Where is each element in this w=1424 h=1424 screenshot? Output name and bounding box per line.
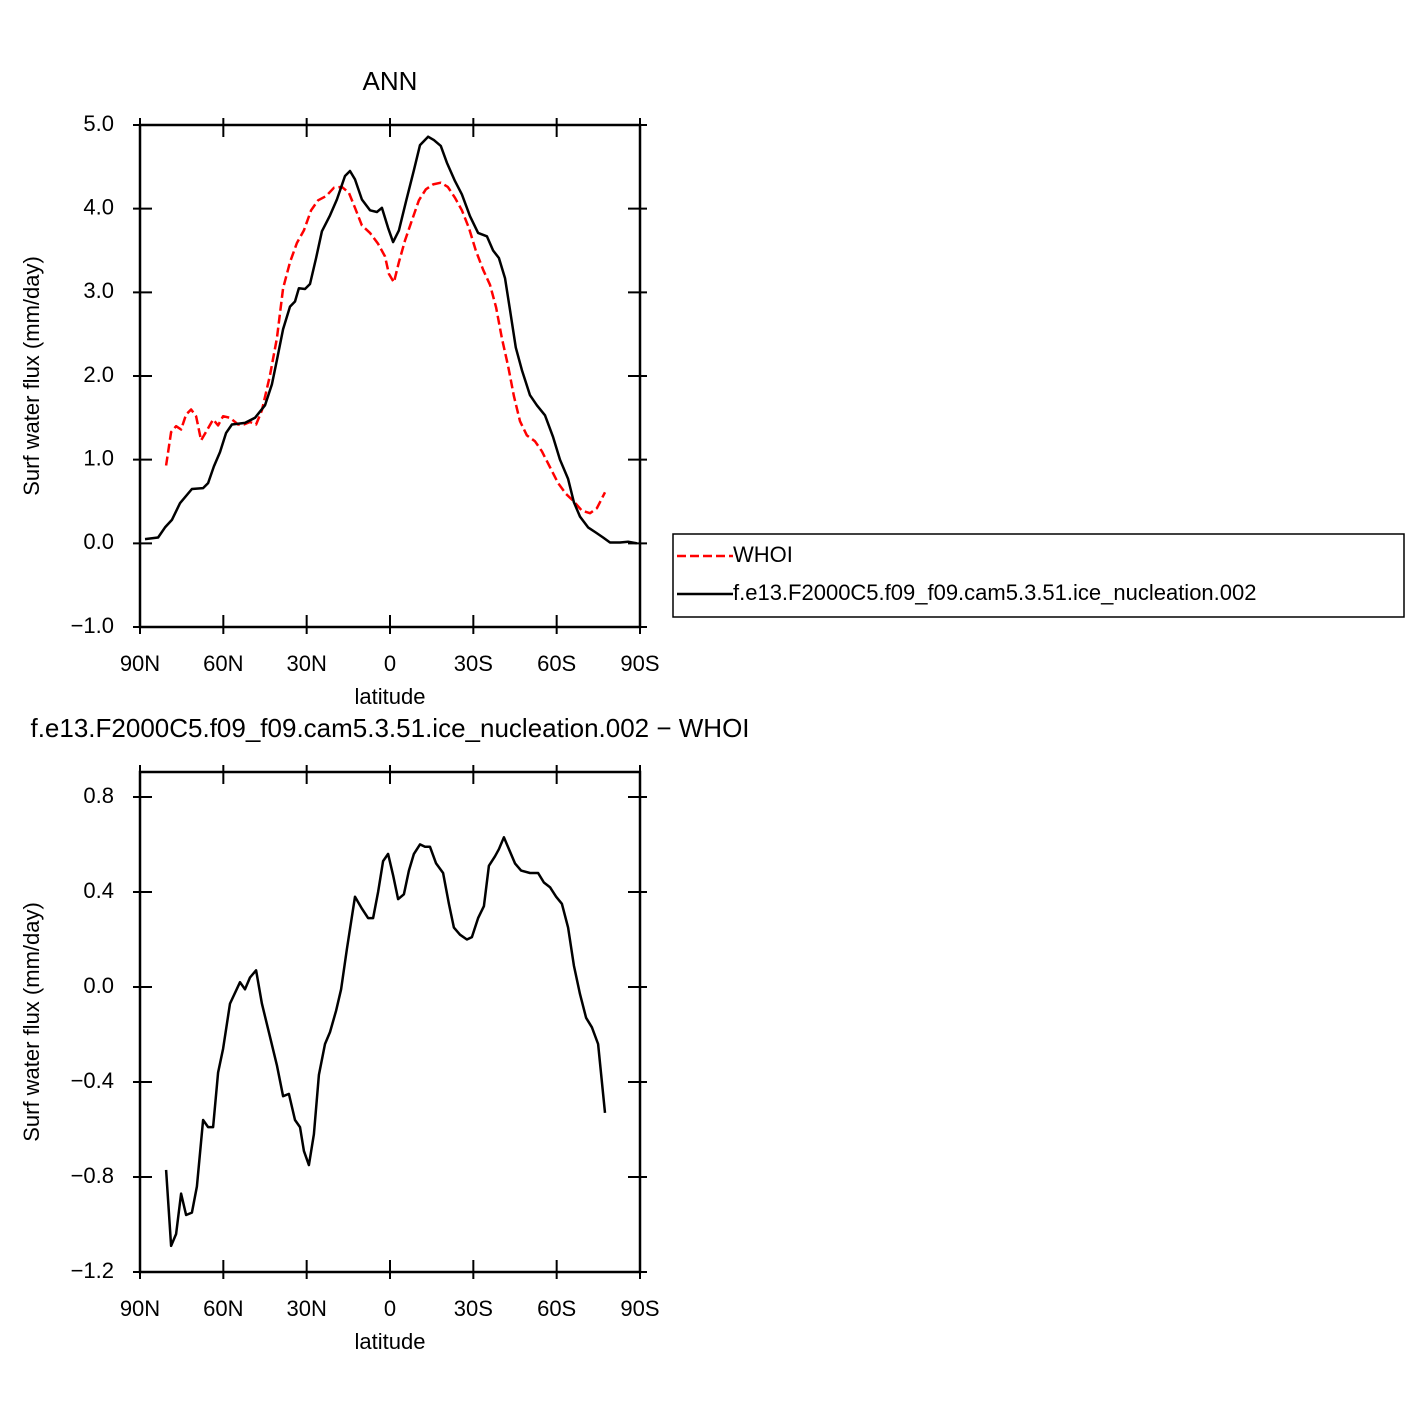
y-tick-label: 1.0 — [83, 445, 114, 470]
x-tick-label: 60S — [537, 651, 576, 676]
y-axis-label: Surf water flux (mm/day) — [19, 256, 44, 496]
y-tick-label: −0.8 — [71, 1163, 114, 1188]
x-tick-label: 30N — [286, 651, 326, 676]
legend-box — [672, 533, 1405, 618]
y-tick-label: −1.2 — [71, 1258, 114, 1283]
chart-title: ANN — [363, 66, 418, 96]
x-tick-label: 0 — [384, 1296, 396, 1321]
y-axis-label: Surf water flux (mm/day) — [19, 902, 44, 1142]
x-axis-label: latitude — [355, 1329, 426, 1354]
y-tick-label: 0.8 — [83, 783, 114, 808]
y-tick-label: 0.0 — [83, 529, 114, 554]
x-tick-label: 30S — [454, 651, 493, 676]
data-line — [164, 181, 607, 515]
x-tick-label: 60N — [203, 1296, 243, 1321]
y-tick-label: 4.0 — [83, 194, 114, 219]
x-tick-label: 90N — [120, 651, 160, 676]
x-tick-label: 0 — [384, 651, 396, 676]
y-tick-label: 5.0 — [83, 111, 114, 136]
x-tick-label: 60N — [203, 651, 243, 676]
y-tick-label: 0.0 — [83, 973, 114, 998]
x-tick-label: 90S — [620, 1296, 659, 1321]
y-tick-label: −0.4 — [71, 1068, 114, 1093]
plot-frame — [138, 770, 642, 1274]
y-tick-label: −1.0 — [71, 613, 114, 638]
legend-label: f.e13.F2000C5.f09_f09.cam5.3.51.ice_nucl… — [733, 580, 1257, 605]
y-tick-label: 3.0 — [83, 278, 114, 303]
x-tick-label: 30S — [454, 1296, 493, 1321]
plot-frame — [138, 123, 642, 629]
x-tick-label: 60S — [537, 1296, 576, 1321]
x-tick-label: 90N — [120, 1296, 160, 1321]
chart-title: f.e13.F2000C5.f09_f09.cam5.3.51.ice_nucl… — [30, 713, 749, 743]
x-tick-label: 30N — [286, 1296, 326, 1321]
y-tick-label: 2.0 — [83, 362, 114, 387]
data-line — [164, 836, 607, 1248]
data-line — [144, 135, 638, 545]
legend-label: WHOI — [733, 542, 793, 567]
x-tick-label: 90S — [620, 651, 659, 676]
y-tick-label: 0.4 — [83, 878, 114, 903]
x-axis-label: latitude — [355, 684, 426, 709]
